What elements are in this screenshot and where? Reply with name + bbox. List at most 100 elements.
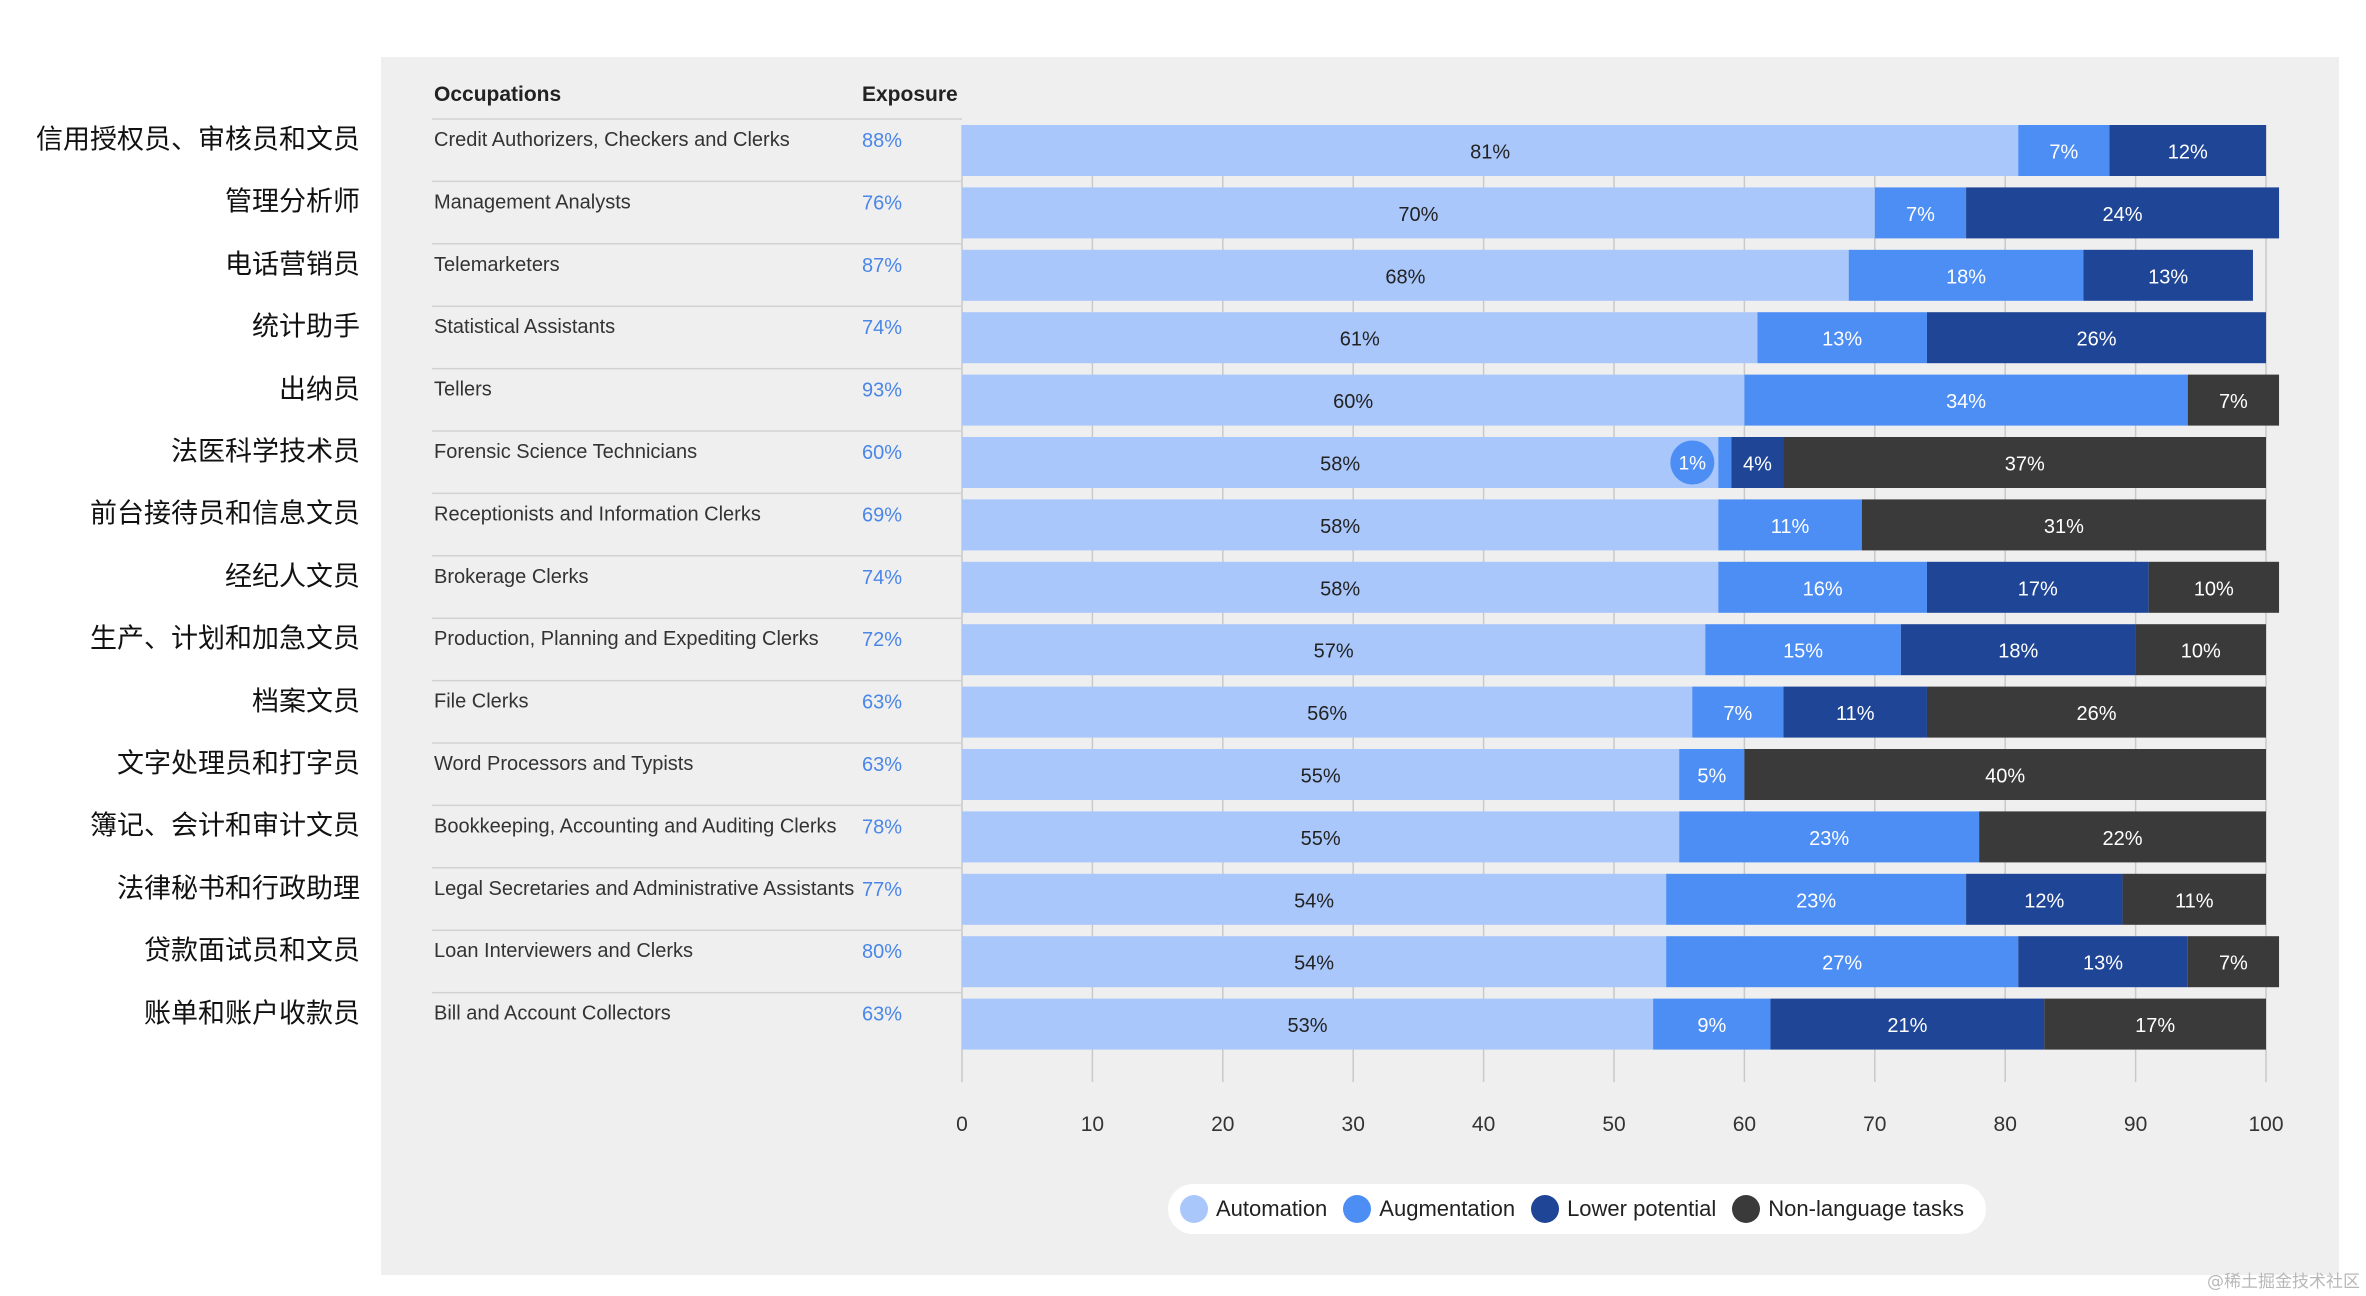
data-label: 9% <box>1697 1015 1726 1037</box>
bar-segment-non-language <box>1979 811 2266 863</box>
data-label: 22% <box>2103 828 2143 850</box>
exposure-value: 60% <box>862 442 902 464</box>
occupation-label: Legal Secretaries and Administrative Ass… <box>434 878 854 900</box>
legend-item-lower-potential: Lower potential <box>1531 1195 1716 1223</box>
data-label: 40% <box>1985 766 2025 788</box>
x-tick-label: 60 <box>1733 1113 1756 1136</box>
watermark: @稀土掘金技术社区 <box>2207 1272 2360 1292</box>
bar-segment-augmentation <box>1679 749 1745 800</box>
bar-segment-automation <box>962 499 1719 551</box>
data-label: 17% <box>2018 578 2058 600</box>
bar-segment-augmentation <box>1679 811 1980 863</box>
exposure-value: 88% <box>862 130 902 152</box>
bar-segment-automation <box>962 249 1849 301</box>
legend-swatch-automation <box>1180 1195 1208 1223</box>
legend-label-non-language: Non-language tasks <box>1768 1196 1964 1221</box>
bar-segment-lower-potential <box>1900 624 2136 676</box>
occupation-label: Bill and Account Collectors <box>434 1003 671 1025</box>
data-label: 58% <box>1320 578 1360 600</box>
data-label: 56% <box>1307 703 1347 725</box>
data-label: 57% <box>1314 641 1354 663</box>
occupation-label: Production, Planning and Expediting Cler… <box>434 628 819 650</box>
bar-segment-augmentation <box>1718 437 1732 488</box>
exposure-value: 76% <box>862 192 902 214</box>
occupation-label: Forensic Science Technicians <box>434 441 697 463</box>
chinese-label: 法医科学技术员 <box>171 436 360 468</box>
data-label: 54% <box>1294 890 1334 912</box>
occupation-label: Receptionists and Information Clerks <box>434 503 761 525</box>
data-label: 31% <box>2044 516 2084 538</box>
occupation-label: Bookkeeping, Accounting and Auditing Cle… <box>434 815 837 837</box>
exposure-value: 63% <box>862 1004 902 1026</box>
data-label: 7% <box>1906 204 1935 226</box>
bar-segment-augmentation <box>1718 561 1927 613</box>
bar-segment-automation <box>962 374 1745 426</box>
occupation-label: Loan Interviewers and Clerks <box>434 940 693 962</box>
data-label: 18% <box>1946 266 1986 288</box>
exposure-value: 69% <box>862 504 902 526</box>
occupation-label: Credit Authorizers, Checkers and Clerks <box>434 129 790 151</box>
bar-segment-lower-potential <box>1966 187 2280 239</box>
occupation-label: Word Processors and Typists <box>434 753 693 775</box>
bar-segment-automation <box>962 437 1719 488</box>
data-label: 15% <box>1783 641 1823 663</box>
occupation-label: Management Analysts <box>434 191 631 213</box>
bar-segment-lower-potential <box>2018 936 2188 988</box>
data-label: 58% <box>1320 516 1360 538</box>
exposure-value: 63% <box>862 754 902 776</box>
data-label: 11% <box>2175 890 2214 912</box>
exposure-value: 74% <box>862 317 902 339</box>
data-label: 17% <box>2135 1015 2175 1037</box>
data-label: 55% <box>1301 828 1341 850</box>
occupations-header: Occupations <box>434 83 561 106</box>
bar-segment-automation <box>962 811 1680 863</box>
data-label: 54% <box>1294 953 1334 975</box>
bar-segment-augmentation <box>1666 936 2019 988</box>
legend-label-lower-potential: Lower potential <box>1567 1196 1717 1221</box>
exposure-value: 80% <box>862 941 902 963</box>
bar-segment-non-language <box>2122 873 2266 925</box>
chinese-label: 统计助手 <box>252 311 360 343</box>
bar-segment-lower-potential <box>1926 561 2149 613</box>
data-label: 13% <box>1822 329 1862 351</box>
data-label: 11% <box>1836 703 1875 725</box>
bar-segment-lower-potential <box>2083 249 2253 301</box>
bar-segment-lower-potential <box>2109 125 2266 176</box>
legend-item-automation: Automation <box>1180 1195 1327 1223</box>
bar-segment-augmentation <box>1692 686 1784 738</box>
chinese-label: 前台接待员和信息文员 <box>90 498 360 530</box>
legend-swatch-lower-potential <box>1531 1195 1560 1223</box>
bar-segment-automation <box>962 873 1667 925</box>
x-tick-label: 40 <box>1472 1113 1495 1136</box>
data-label: 4% <box>1743 454 1772 476</box>
bar-segment-non-language <box>2187 936 2280 988</box>
data-label: 23% <box>1796 890 1836 912</box>
data-label: 5% <box>1697 766 1726 788</box>
legend-label-automation: Automation <box>1216 1196 1328 1221</box>
data-label: 70% <box>1398 204 1438 226</box>
occupation-label: Brokerage Clerks <box>434 566 589 588</box>
data-label: 7% <box>2219 953 2248 975</box>
data-label: 10% <box>2194 578 2234 600</box>
x-tick-label: 50 <box>1602 1113 1625 1136</box>
legend-swatch-non-language <box>1732 1195 1761 1223</box>
x-tick-label: 80 <box>1994 1113 2017 1136</box>
legend: Automation Augmentation Lower potential … <box>1168 1184 1986 1234</box>
chinese-label: 法律秘书和行政助理 <box>117 873 360 905</box>
data-label: 11% <box>1771 516 1810 538</box>
data-label: 12% <box>2168 142 2208 164</box>
legend-item-non-language: Non-language tasks <box>1732 1195 1964 1223</box>
chinese-label: 生产、计划和加急文员 <box>90 623 360 655</box>
data-label: 55% <box>1301 766 1341 788</box>
exposure-value: 87% <box>862 255 902 277</box>
data-label: 81% <box>1470 142 1510 164</box>
bar-segment-augmentation <box>1757 312 1927 364</box>
bar-segment-non-language <box>1744 749 2266 800</box>
x-tick-label: 90 <box>2124 1113 2147 1136</box>
bar-segment-non-language <box>1926 686 2266 738</box>
bar-segment-automation <box>962 998 1654 1050</box>
data-label: 23% <box>1809 828 1849 850</box>
data-label: 61% <box>1340 329 1380 351</box>
bar-segment-augmentation <box>1666 873 1967 925</box>
x-tick-label: 30 <box>1342 1113 1365 1136</box>
